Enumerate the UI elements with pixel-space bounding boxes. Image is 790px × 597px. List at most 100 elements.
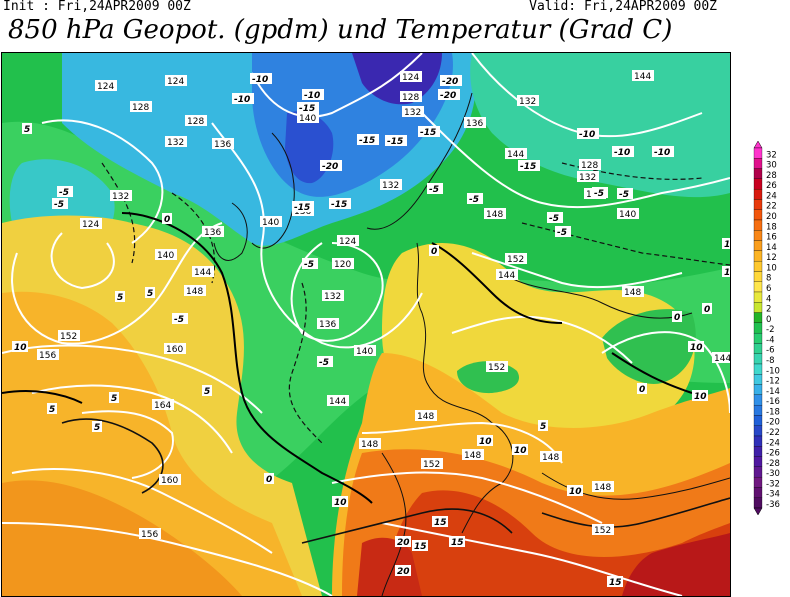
contour-label: 164	[154, 401, 171, 411]
contour-label-bg	[260, 216, 282, 227]
colorbar-tick-label: 10	[766, 263, 777, 273]
colorbar-swatch	[753, 147, 763, 159]
contour-label-bg	[162, 213, 172, 224]
contour-label-bg	[302, 258, 318, 269]
colorbar-tick-label: -32	[766, 479, 780, 489]
contour-label-bg	[52, 198, 68, 209]
contour-label: 12	[724, 240, 730, 250]
colorbar-swatch	[753, 188, 763, 200]
contour-label-bg	[130, 101, 152, 112]
contour-label-bg	[320, 160, 342, 171]
colorbar-swatch	[753, 456, 763, 468]
contour-label-bg	[380, 179, 402, 190]
contour-label: 0	[431, 247, 437, 257]
contour-label: 132	[324, 292, 341, 302]
contour-label-bg	[702, 303, 712, 314]
contour-labels: 124 124 124 124 124 128 128 128 128 132 132 132 132 1…	[12, 70, 730, 588]
contour-label-bg	[592, 481, 614, 492]
colorbar-bottom-arrow	[753, 507, 763, 516]
zero-isotherm	[2, 212, 693, 504]
contour-label: 10	[514, 446, 527, 456]
colorbar-swatch	[753, 281, 763, 293]
colorbar-tick-label: 30	[766, 161, 777, 171]
contour-label: 5	[111, 394, 117, 404]
contour-label: 152	[488, 363, 505, 373]
contour-label: 156	[141, 530, 158, 540]
contour-label-bg	[477, 435, 493, 446]
colorbar-swatch	[753, 322, 763, 334]
contour-label: 124	[167, 77, 184, 87]
contour-label-bg	[484, 208, 506, 219]
contour-label: -15	[420, 128, 436, 138]
contour-label: 5	[24, 125, 30, 135]
contour-label-bg	[672, 311, 682, 322]
colorbar-swatch	[753, 425, 763, 437]
contour-label: 132	[112, 192, 129, 202]
contour-label: 144	[507, 150, 524, 160]
colorbar-swatch	[753, 271, 763, 282]
colorbar-tick-label: 2	[766, 305, 771, 315]
colorbar-swatch	[753, 353, 763, 365]
contour-label-bg	[354, 345, 376, 356]
contour-label-bg	[540, 451, 562, 462]
contour-label-bg	[115, 291, 125, 302]
warm-isotherms	[61, 418, 730, 544]
contour-label-bg	[637, 383, 647, 394]
colorbar-tick-label: 14	[766, 243, 777, 253]
contour-label: -20	[322, 162, 338, 172]
contour-label: -5	[594, 189, 604, 199]
colorbar-tick-label: -14	[766, 387, 780, 397]
contour-label: 10	[14, 343, 27, 353]
contour-label: -15	[387, 137, 403, 147]
temp-field-max-south-west	[357, 537, 422, 596]
contour-label: 136	[214, 140, 231, 150]
colorbar-tick-label: -4	[766, 335, 774, 345]
contour-label: 148	[624, 288, 641, 298]
contour-label-bg	[418, 126, 440, 137]
contour-label: 15	[451, 538, 464, 548]
contour-label-bg	[58, 330, 80, 341]
temp-field-green-east	[602, 309, 696, 384]
colorbar-canvas: 32302826242220181614121086420-2-4-6-8-10…	[753, 140, 780, 516]
contour-label-bg	[538, 420, 548, 431]
contour-label-bg	[432, 516, 448, 527]
colorbar-tick-label: -18	[766, 407, 780, 417]
contour-label: 0	[164, 215, 170, 225]
contour-label-bg	[579, 159, 601, 170]
contour-label: -10	[304, 91, 320, 101]
contour-label: 10	[694, 392, 707, 402]
contour-label: 140	[356, 347, 373, 357]
contour-label: 5	[49, 405, 55, 415]
contour-label: 0	[674, 313, 680, 323]
colorbar-swatch	[753, 363, 763, 375]
contour-label: 5	[117, 293, 123, 303]
contour-label-bg	[95, 80, 117, 91]
contour-label: 15	[434, 518, 447, 528]
contour-label-bg	[467, 193, 483, 204]
colorbar-swatch	[753, 158, 763, 169]
contour-label: -10	[234, 95, 250, 105]
colorbar-tick-label: 32	[766, 150, 777, 160]
contour-label-bg	[232, 93, 254, 104]
contour-label: 128	[581, 161, 598, 171]
contour-label-bg	[652, 146, 674, 157]
contour-label: -10	[614, 148, 630, 158]
contour-label: 144	[634, 72, 651, 82]
colorbar-swatch	[753, 199, 763, 210]
temp-field-max-south	[622, 533, 730, 596]
colorbar-swatch	[753, 343, 763, 354]
contour-label-bg	[109, 392, 119, 403]
colorbar-tick-label: -36	[766, 500, 780, 510]
contour-label-bg	[722, 266, 730, 277]
colorbar-tick-label: -30	[766, 469, 780, 479]
contour-label-bg	[332, 496, 348, 507]
contour-label: 152	[60, 332, 77, 342]
contour-label: 12	[724, 268, 730, 278]
contour-label-bg	[152, 399, 174, 410]
contour-label: 5	[204, 387, 210, 397]
contour-label-bg	[632, 70, 654, 81]
colorbar-swatch	[753, 178, 763, 190]
contour-label: 132	[519, 97, 536, 107]
contour-label-bg	[427, 183, 443, 194]
contour-label: -5	[619, 190, 629, 200]
